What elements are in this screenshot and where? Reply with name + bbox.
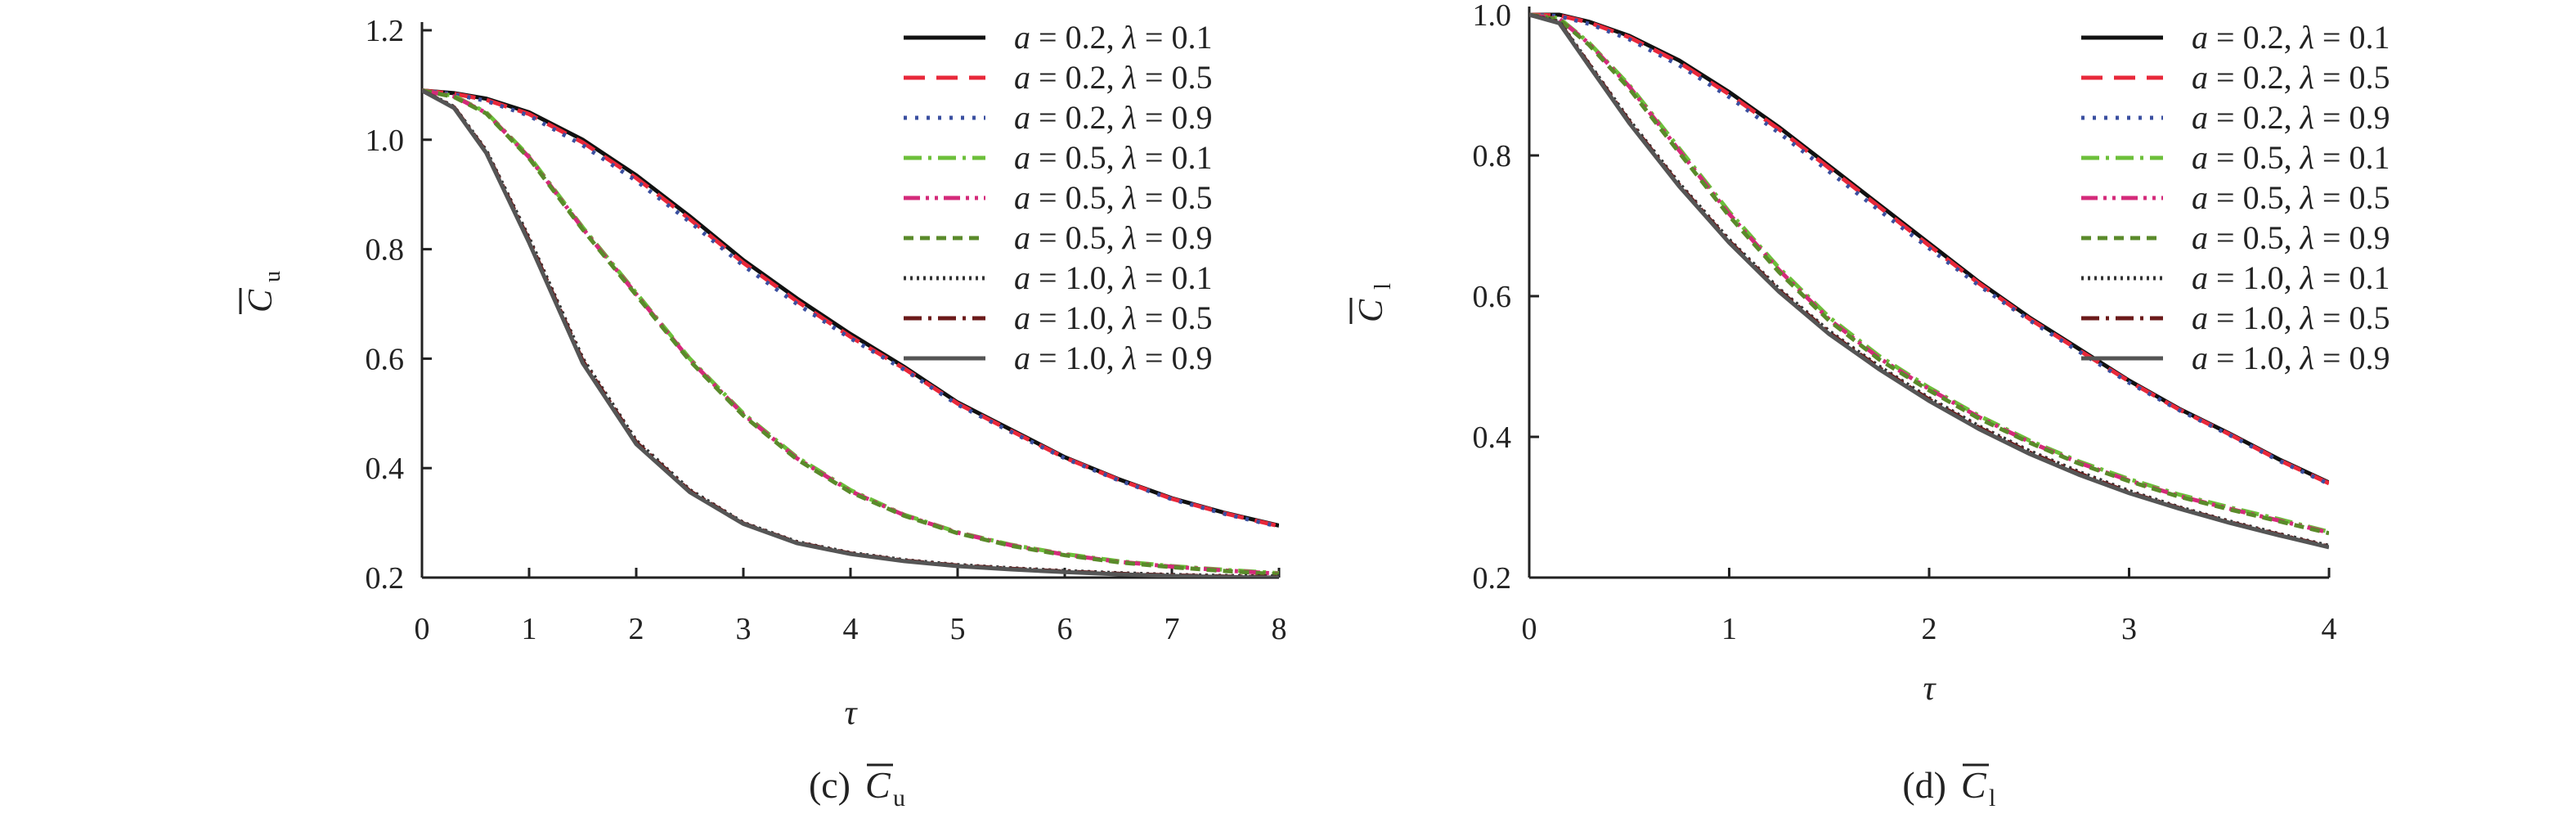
x-tick-label: 8 [1272, 612, 1287, 646]
x-tick-label: 2 [629, 612, 644, 646]
caption-symbol: C [865, 764, 891, 806]
x-tick-label: 7 [1165, 612, 1180, 646]
caption-label: (d) [1902, 764, 1946, 806]
legend-entry: a = 0.5, λ = 0.9 [1014, 219, 1212, 256]
y-axis-title: Cl [1349, 283, 1396, 324]
x-tick-label: 3 [736, 612, 752, 646]
legend-entry: a = 0.5, λ = 0.5 [2192, 179, 2390, 216]
y-tick-label: 0.6 [366, 342, 405, 376]
y-tick-label: 1.0 [1473, 0, 1512, 33]
legend-entry: a = 1.0, λ = 0.5 [1014, 299, 1212, 336]
y-axis-subscript: l [1371, 283, 1396, 290]
legend-entry: a = 0.2, λ = 0.5 [2192, 59, 2390, 96]
legend-entry: a = 0.2, λ = 0.1 [1014, 19, 1212, 56]
y-tick-label: 0.4 [366, 452, 405, 486]
y-axis-symbol: C [1353, 299, 1390, 322]
x-tick-label: 3 [2121, 612, 2137, 646]
caption-label: (c) [809, 764, 850, 806]
legend-entry: a = 1.0, λ = 0.9 [1014, 340, 1212, 376]
legend-entry: a = 0.2, λ = 0.9 [1014, 99, 1212, 136]
x-axis-title: τ [1923, 670, 1936, 708]
legend-entry: a = 0.2, λ = 0.5 [1014, 59, 1212, 96]
x-tick-label: 2 [1922, 612, 1937, 646]
caption-symbol: C [1961, 764, 1987, 806]
x-axis-title: τ [844, 695, 858, 732]
y-tick-label: 0.8 [366, 233, 405, 268]
legend: a = 0.2, λ = 0.1a = 0.2, λ = 0.5a = 0.2,… [904, 19, 1212, 376]
legend-entry: a = 1.0, λ = 0.5 [2192, 299, 2390, 336]
legend-entry: a = 0.5, λ = 0.1 [2192, 139, 2390, 176]
y-tick-label: 1.2 [366, 14, 405, 48]
legend-entry: a = 0.2, λ = 0.1 [2192, 19, 2390, 56]
series-line-2 [422, 88, 1279, 529]
series-line-8 [422, 88, 1279, 578]
y-tick-label: 0.2 [1473, 561, 1512, 596]
x-tick-label: 4 [843, 612, 859, 646]
y-axis-title: Cu [239, 271, 285, 314]
y-tick-label: 1.0 [366, 124, 405, 158]
legend-entry: a = 0.5, λ = 0.9 [2192, 219, 2390, 256]
legend-entry: a = 1.0, λ = 0.9 [2192, 340, 2390, 376]
x-tick-label: 1 [522, 612, 537, 646]
series-line-5 [1529, 12, 2329, 536]
y-tick-label: 0.6 [1473, 280, 1512, 314]
x-tick-label: 6 [1057, 612, 1073, 646]
y-tick-label: 0.8 [1473, 139, 1512, 173]
caption-subscript: l [1989, 785, 1995, 812]
y-axis-symbol: C [242, 289, 280, 313]
legend-entry: a = 1.0, λ = 0.1 [2192, 259, 2390, 296]
caption-subscript: u [893, 785, 905, 812]
legend-entry: a = 1.0, λ = 0.1 [1014, 259, 1212, 296]
y-tick-label: 0.4 [1473, 420, 1512, 455]
x-tick-label: 5 [950, 612, 966, 646]
x-tick-label: 0 [415, 612, 430, 646]
legend: a = 0.2, λ = 0.1a = 0.2, λ = 0.5a = 0.2,… [2081, 19, 2390, 376]
x-tick-label: 1 [1721, 612, 1737, 646]
x-tick-label: 4 [2322, 612, 2337, 646]
series-line-1 [422, 88, 1279, 528]
legend-entry: a = 0.2, λ = 0.9 [2192, 99, 2390, 136]
y-tick-label: 0.2 [366, 561, 405, 596]
series-line-8 [1529, 12, 2329, 550]
series-line-1 [1529, 12, 2329, 486]
x-tick-label: 0 [1522, 612, 1537, 646]
y-axis-subscript: u [260, 271, 285, 282]
series-line-5 [422, 88, 1279, 577]
legend-entry: a = 0.5, λ = 0.1 [1014, 139, 1212, 176]
legend-entry: a = 0.5, λ = 0.5 [1014, 179, 1212, 216]
